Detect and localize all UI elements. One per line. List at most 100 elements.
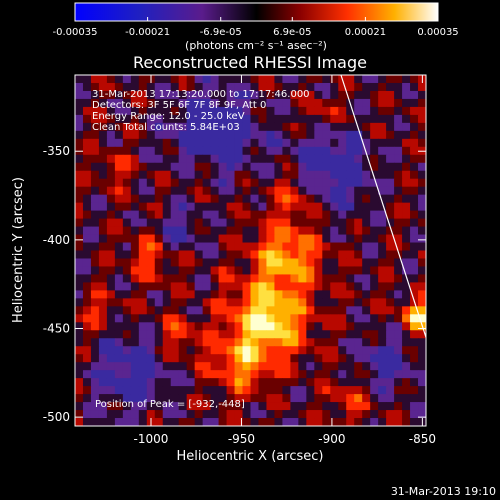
heatmap-cell	[314, 75, 323, 84]
heatmap-cell	[98, 75, 108, 84]
heatmap-cell	[258, 266, 267, 275]
heatmap-cell	[386, 154, 395, 164]
heatmap-cell	[210, 394, 219, 403]
heatmap-cell	[330, 314, 339, 323]
heatmap-cell	[386, 114, 395, 124]
heatmap-cell	[162, 170, 172, 180]
heatmap-cell	[146, 346, 156, 355]
heatmap-cell	[114, 394, 124, 403]
heatmap-cell	[266, 154, 275, 164]
colorbar-tick-label: 6.9e-05	[273, 27, 311, 38]
heatmap-cell	[386, 186, 395, 196]
colorbar-tick-label: -0.00021	[125, 27, 170, 38]
heatmap-cell	[106, 90, 116, 100]
heatmap-cell	[378, 234, 387, 243]
heatmap-cell	[250, 258, 259, 267]
heatmap-cell	[418, 314, 426, 323]
heatmap-cell	[362, 122, 371, 132]
heatmap-cell	[154, 210, 164, 219]
heatmap-cell	[162, 410, 172, 419]
heatmap-cell	[82, 242, 92, 251]
heatmap-cell	[234, 402, 243, 411]
heatmap-cell	[186, 338, 196, 347]
heatmap-cell	[322, 75, 331, 84]
heatmap-cell	[194, 322, 204, 331]
heatmap-cell	[346, 114, 355, 124]
heatmap-cell	[378, 298, 387, 307]
heatmap-cell	[386, 130, 395, 140]
heatmap-cell	[106, 154, 116, 164]
heatmap-cell	[82, 218, 92, 227]
heatmap-cell	[194, 330, 204, 339]
heatmap-cell	[98, 266, 108, 275]
heatmap-cell	[314, 90, 323, 100]
heatmap-cell	[346, 282, 355, 291]
heatmap-cell	[122, 354, 132, 363]
heatmap-cell	[402, 186, 411, 196]
heatmap-cell	[138, 130, 148, 140]
heatmap-cell	[314, 306, 323, 315]
heatmap-cell	[186, 194, 196, 204]
heatmap-cell	[410, 130, 419, 140]
heatmap-cell	[130, 75, 140, 84]
heatmap-cell	[346, 362, 355, 371]
heatmap-cell	[402, 122, 411, 132]
heatmap-cell	[162, 258, 172, 267]
heatmap-cell	[306, 234, 315, 243]
heatmap-cell	[210, 314, 219, 323]
heatmap-cell	[282, 75, 291, 84]
heatmap-cell	[130, 202, 140, 212]
heatmap-cell	[298, 114, 307, 124]
heatmap-cell	[298, 298, 307, 307]
heatmap-cell	[402, 266, 411, 275]
heatmap-cell	[82, 322, 92, 331]
heatmap-cell	[186, 274, 196, 283]
heatmap-cell	[186, 354, 196, 363]
heatmap-cell	[106, 338, 116, 347]
heatmap-cell	[298, 242, 307, 251]
heatmap-cell	[82, 130, 92, 140]
heatmap-cell	[186, 98, 196, 108]
heatmap-cell	[330, 106, 339, 116]
heatmap-cell	[306, 98, 315, 108]
heatmap-cell	[330, 402, 339, 411]
heatmap-cell	[386, 362, 395, 371]
heatmap-cell	[218, 194, 227, 204]
heatmap-cell	[82, 114, 92, 124]
heatmap-cell	[162, 322, 172, 331]
heatmap-cell	[266, 82, 275, 92]
heatmap-cell	[202, 306, 212, 315]
heatmap-cell	[274, 338, 283, 347]
heatmap-cell	[75, 122, 84, 132]
heatmap-cell	[122, 106, 132, 116]
heatmap-cell	[226, 418, 235, 426]
heatmap-cell	[394, 378, 403, 387]
heatmap-cell	[90, 194, 100, 204]
heatmap-cell	[282, 234, 291, 243]
info-line-energy: Energy Range: 12.0 - 25.0 keV	[92, 111, 245, 122]
heatmap-cell	[282, 402, 291, 411]
heatmap-cell	[394, 114, 403, 124]
heatmap-cell	[314, 194, 323, 204]
heatmap-cell	[250, 282, 259, 291]
heatmap-cell	[130, 178, 140, 188]
heatmap-cell	[250, 170, 259, 180]
heatmap-cell	[274, 98, 283, 108]
heatmap-cell	[394, 266, 403, 275]
heatmap-cell	[162, 330, 172, 339]
heatmap-cell	[306, 210, 315, 219]
heatmap-cell	[410, 394, 419, 403]
heatmap-cell	[210, 106, 219, 116]
heatmap-cell	[370, 378, 379, 387]
heatmap-cell	[330, 338, 339, 347]
heatmap-cell	[194, 274, 204, 283]
heatmap-cell	[282, 82, 291, 92]
heatmap-cell	[330, 346, 339, 355]
heatmap-cell	[386, 322, 395, 331]
heatmap-cell	[362, 234, 371, 243]
heatmap-cell	[130, 90, 140, 100]
heatmap-cell	[242, 410, 251, 419]
heatmap-cell	[210, 354, 219, 363]
heatmap-cell	[338, 354, 347, 363]
